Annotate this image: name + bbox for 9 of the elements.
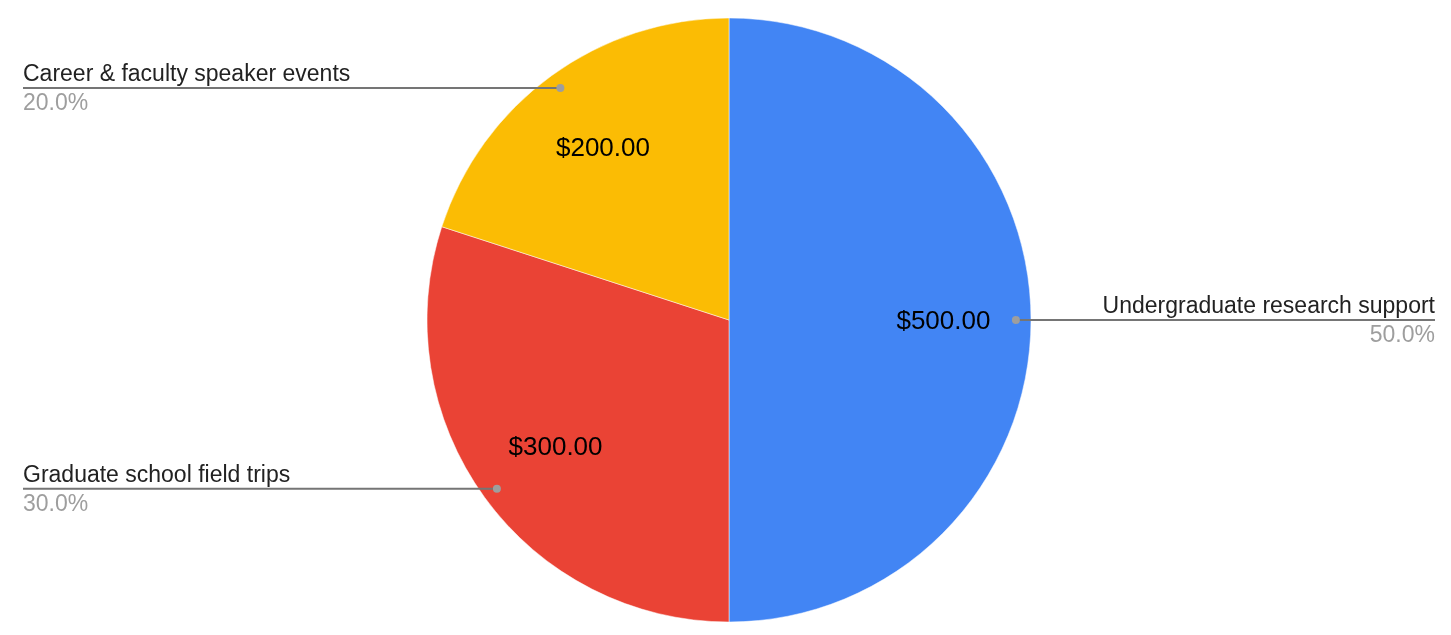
text: 50.0% [1369,321,1435,347]
data-label: $300.00 [508,431,603,462]
data-label: $200.00 [555,131,650,162]
text: 20.0% [23,88,89,115]
text: 30.0% [23,489,89,516]
slice-label: Graduate school field trips [23,460,291,487]
slice-label: Career & faculty speaker events [23,59,351,86]
slice-label: Undergraduate research support [1102,292,1436,318]
data-label: $500.00 [896,305,991,335]
